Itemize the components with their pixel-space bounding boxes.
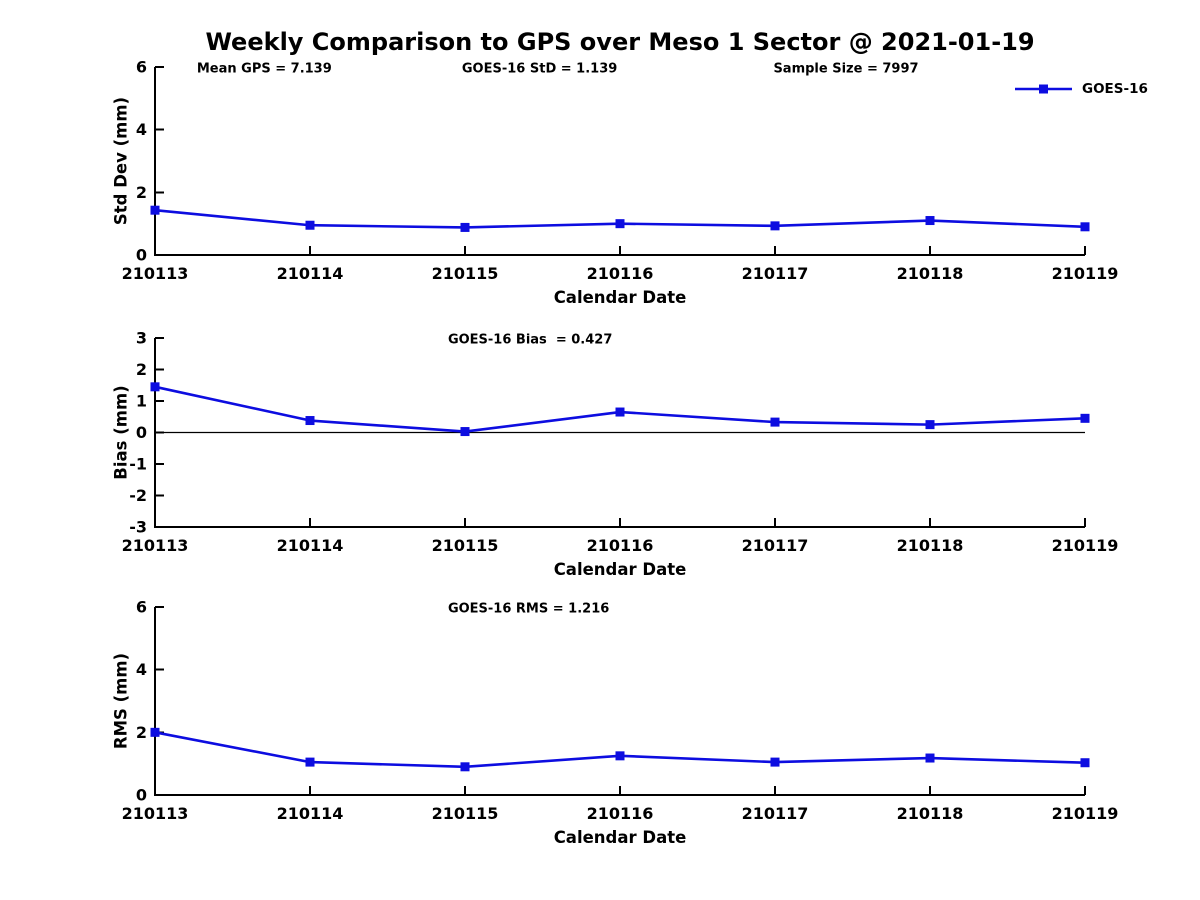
data-point-marker (770, 757, 780, 767)
data-point-marker (305, 220, 315, 230)
data-point-marker (615, 751, 625, 761)
data-point-marker (615, 407, 625, 417)
data-point-marker (305, 757, 315, 767)
x-tick-label: 210119 (1052, 536, 1119, 555)
x-tick-label: 210115 (432, 804, 499, 823)
x-tick-label: 210118 (897, 536, 964, 555)
legend: GOES-16 (1015, 81, 1148, 97)
data-point-marker (1080, 222, 1090, 232)
x-tick-label: 210116 (587, 804, 654, 823)
x-tick-label: 210118 (897, 264, 964, 283)
x-tick-label: 210118 (897, 804, 964, 823)
x-tick-label: 210116 (587, 264, 654, 283)
data-point-marker (305, 416, 315, 426)
series-line-GOES-16 (154, 731, 1086, 769)
x-tick-label: 210114 (277, 804, 344, 823)
subplot-rms: 0 2 4 6 210113 210114 210115 210116 210117 210118… (112, 598, 1119, 848)
y-tick-label: 3 (136, 329, 147, 348)
subplot-stddev: 0 2 4 6 210113 210114 210115 210116 210117 210118… (112, 58, 1148, 308)
y-tick-label: 0 (136, 423, 147, 442)
legend-label: GOES-16 (1082, 81, 1148, 97)
y-axis-label: RMS (mm) (112, 653, 131, 749)
x-tick-label: 210114 (277, 264, 344, 283)
data-point-marker (925, 216, 935, 226)
data-point-marker (615, 219, 625, 229)
y-tick-label: 1 (136, 392, 147, 411)
y-tick-label: 0 (136, 786, 147, 805)
data-point-marker (770, 417, 780, 427)
x-tick-label: 210113 (122, 804, 189, 823)
data-point-marker (770, 221, 780, 231)
x-axis-label: Calendar Date (554, 288, 687, 307)
data-point-marker (925, 753, 935, 763)
y-tick-label: -2 (129, 486, 147, 505)
y-tick-label: 2 (136, 723, 147, 742)
y-tick-label: 2 (136, 360, 147, 379)
y-tick-label: 6 (136, 598, 147, 617)
x-tick-label: 210115 (432, 264, 499, 283)
data-point-marker (925, 420, 935, 430)
stat-annotation: Mean GPS = 7.139 (197, 62, 332, 77)
data-point-marker (1080, 413, 1090, 423)
data-point-marker (460, 427, 470, 437)
data-point-marker (460, 762, 470, 772)
y-tick-label: -3 (129, 518, 147, 537)
y-tick-label: 6 (136, 58, 147, 77)
x-tick-label: 210117 (742, 264, 809, 283)
y-tick-label: -1 (129, 455, 147, 474)
y-axis-label: Std Dev (mm) (112, 97, 131, 225)
y-tick-label: 4 (136, 120, 147, 139)
x-tick-label: 210113 (122, 536, 189, 555)
x-tick-label: 210119 (1052, 264, 1119, 283)
x-axis-label: Calendar Date (554, 560, 687, 579)
x-tick-label: 210113 (122, 264, 189, 283)
x-axis-label: Calendar Date (554, 828, 687, 847)
data-point-marker (150, 382, 160, 392)
data-point-marker (150, 205, 160, 215)
x-tick-label: 210115 (432, 536, 499, 555)
x-tick-label: 210117 (742, 536, 809, 555)
chart-title: Weekly Comparison to GPS over Meso 1 Sec… (205, 28, 1035, 56)
y-tick-label: 0 (136, 246, 147, 265)
x-tick-label: 210116 (587, 536, 654, 555)
legend-marker-icon (1039, 84, 1048, 94)
y-axis-label: Bias (mm) (112, 385, 131, 479)
y-tick-label: 2 (136, 183, 147, 202)
stat-annotation: GOES-16 RMS = 1.216 (448, 602, 609, 617)
data-point-marker (150, 727, 160, 737)
data-point-marker (460, 222, 470, 232)
x-tick-label: 210119 (1052, 804, 1119, 823)
stat-annotation: GOES-16 StD = 1.139 (462, 62, 617, 77)
x-tick-label: 210114 (277, 536, 344, 555)
y-tick-label: 4 (136, 660, 147, 679)
stat-annotation: Sample Size = 7997 (773, 62, 918, 77)
x-tick-label: 210117 (742, 804, 809, 823)
data-point-marker (1080, 758, 1090, 768)
stat-annotation: GOES-16 Bias = 0.427 (448, 333, 612, 348)
